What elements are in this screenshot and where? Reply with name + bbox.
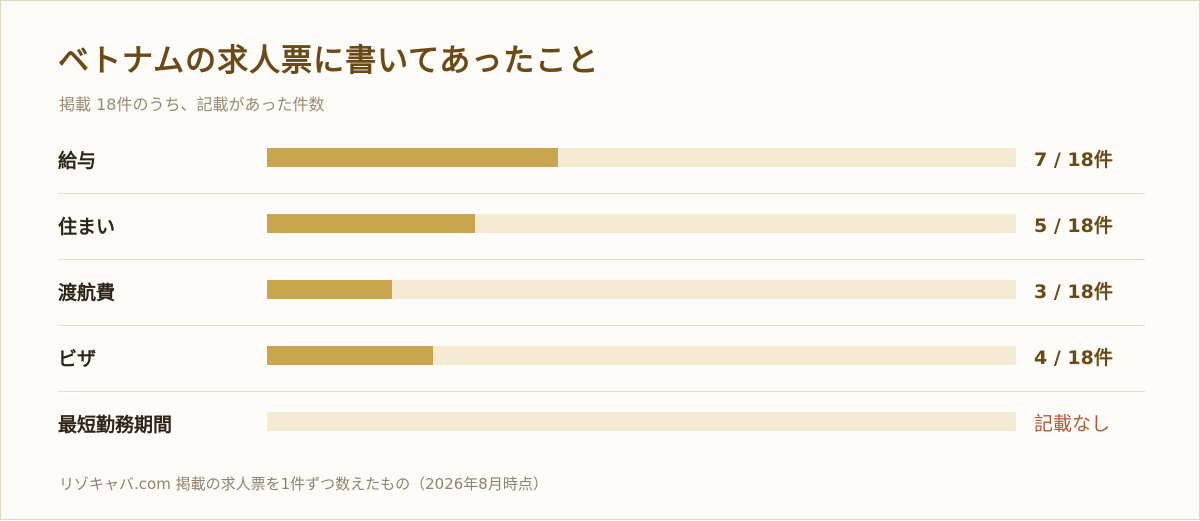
data-label: 3 / 18件: [1034, 281, 1113, 303]
bar: [267, 280, 392, 299]
chart-subtitle: 掲載 18件のうち、記載があった件数: [59, 95, 325, 114]
bar-track: [267, 346, 1016, 365]
bar-row: 住まい 5 / 18件: [58, 194, 1145, 260]
category-label: 給与: [58, 150, 97, 172]
row-divider: [58, 193, 1145, 194]
chart-footnote: リゾキャバ.com 掲載の求人票を1件ずつ数えたもの（2026年8月時点）: [59, 475, 548, 493]
row-divider: [58, 259, 1145, 260]
bar: [267, 214, 475, 233]
category-label: 住まい: [58, 216, 116, 238]
row-divider: [58, 325, 1145, 326]
bar-row: ビザ 4 / 18件: [58, 326, 1145, 392]
data-label: 5 / 18件: [1034, 215, 1113, 237]
data-label: 4 / 18件: [1034, 347, 1113, 369]
category-label: ビザ: [58, 348, 97, 370]
bar-track: [267, 412, 1016, 431]
data-label: 記載なし: [1034, 413, 1111, 435]
bar-row: 給与 7 / 18件: [58, 128, 1145, 194]
category-label: 最短勤務期間: [58, 414, 173, 436]
bar-track: [267, 280, 1016, 299]
bar-row: 最短勤務期間 記載なし: [58, 392, 1145, 458]
category-label: 渡航費: [58, 282, 116, 304]
chart-title: ベトナムの求人票に書いてあったこと: [58, 43, 600, 79]
bar-track: [267, 148, 1016, 167]
bar-row: 渡航費 3 / 18件: [58, 260, 1145, 326]
data-label: 7 / 18件: [1034, 149, 1113, 171]
bar-track: [267, 214, 1016, 233]
row-divider: [58, 391, 1145, 392]
bar: [267, 346, 433, 365]
bar: [267, 148, 558, 167]
